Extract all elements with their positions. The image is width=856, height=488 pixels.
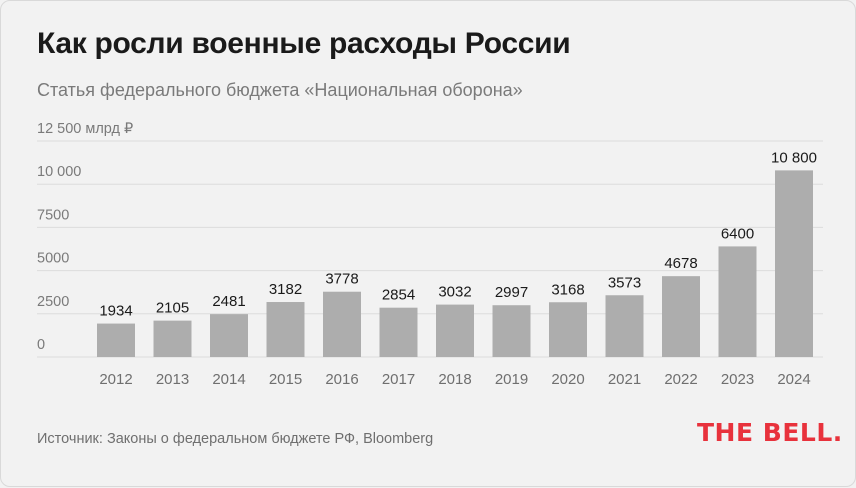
x-tick-label: 2022 — [664, 371, 697, 388]
bar — [662, 276, 700, 357]
bar — [718, 246, 757, 357]
x-tick-label: 2018 — [438, 371, 471, 388]
x-tick-label: 2015 — [269, 371, 302, 388]
bar — [379, 307, 418, 357]
x-tick-label: 2017 — [382, 371, 415, 388]
data-label: 3168 — [551, 281, 584, 298]
bar — [153, 320, 192, 357]
chart-title: Как росли военные расходы России — [37, 27, 571, 60]
data-label: 10 800 — [771, 149, 817, 166]
data-label: 2854 — [382, 287, 415, 304]
y-tick-label: 0 — [37, 337, 45, 353]
data-label: 3032 — [438, 284, 471, 301]
data-label: 2997 — [495, 284, 528, 301]
x-tick-label: 2019 — [495, 371, 528, 388]
y-tick-label: 12 500 млрд ₽ — [37, 121, 134, 137]
x-tick-label: 2021 — [608, 371, 641, 388]
x-tick-label: 2014 — [212, 371, 245, 388]
bar — [775, 170, 813, 357]
data-label: 2481 — [212, 293, 245, 310]
data-label: 3778 — [325, 271, 358, 288]
bar — [323, 291, 361, 357]
y-tick-label: 10 000 — [37, 164, 81, 180]
data-label: 3182 — [269, 281, 302, 298]
data-label: 3573 — [608, 274, 641, 291]
x-tick-label: 2013 — [156, 371, 189, 388]
bar — [492, 305, 531, 357]
source-note: Источник: Законы о федеральном бюджете Р… — [37, 431, 434, 447]
x-tick-label: 2023 — [721, 371, 754, 388]
x-tick-label: 2012 — [99, 371, 132, 388]
x-tick-label: 2016 — [325, 371, 358, 388]
the-bell-logo: THE BELL. — [697, 418, 843, 447]
data-label: 2105 — [156, 300, 189, 317]
x-tick-label: 2020 — [551, 371, 584, 388]
y-tick-label: 7500 — [37, 207, 69, 223]
data-label: 6400 — [721, 225, 754, 242]
bar — [266, 302, 305, 357]
data-label: 4678 — [664, 255, 697, 272]
bar — [549, 302, 587, 357]
bar — [97, 323, 135, 357]
y-tick-label: 5000 — [37, 251, 69, 267]
bar — [210, 314, 248, 357]
data-label: 1934 — [99, 303, 132, 320]
chart-subtitle: Статья федерального бюджета «Национальна… — [37, 80, 523, 100]
y-tick-label: 2500 — [37, 294, 69, 310]
bar — [605, 295, 644, 357]
bar — [436, 304, 474, 357]
x-tick-label: 2024 — [777, 371, 810, 388]
